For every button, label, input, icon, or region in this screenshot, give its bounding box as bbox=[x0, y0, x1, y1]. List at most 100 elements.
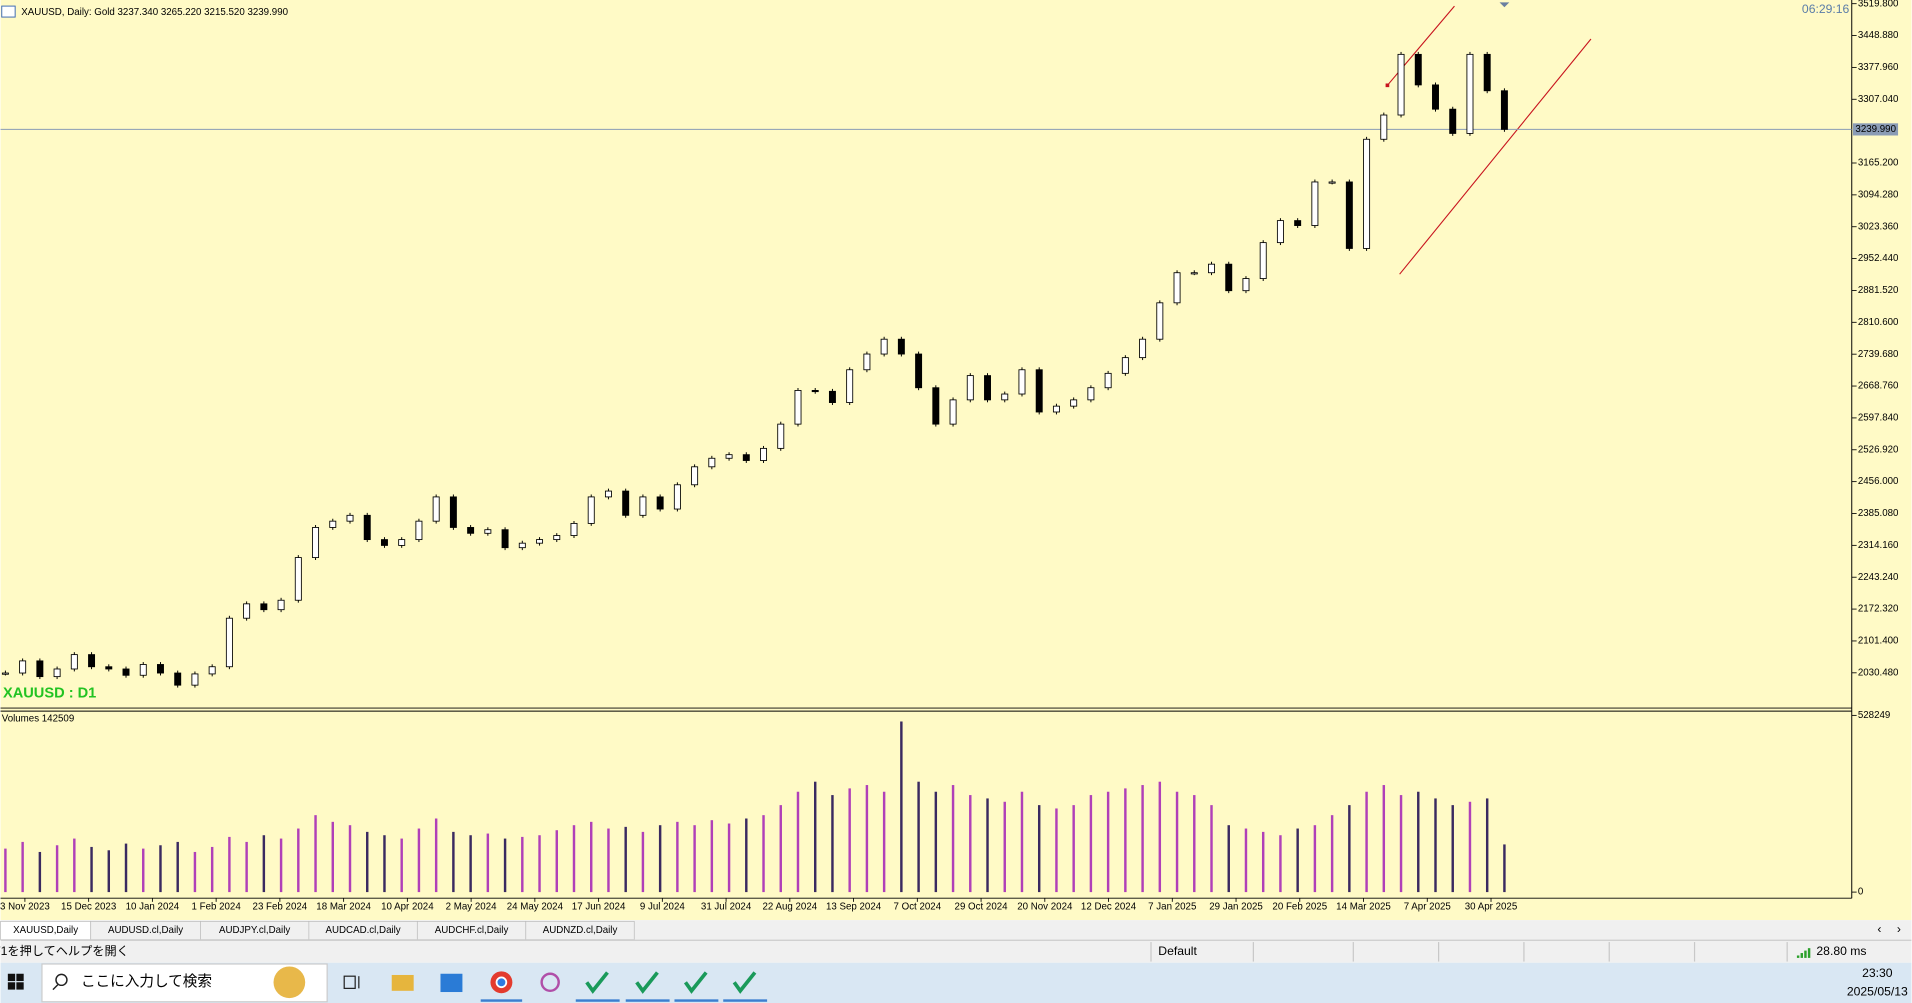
volume-bar bbox=[1279, 835, 1282, 893]
candle-body bbox=[915, 353, 923, 389]
candle-body bbox=[467, 527, 475, 534]
volume-bar bbox=[1141, 785, 1144, 893]
y-tick-label: 3307.040 bbox=[1858, 94, 1899, 105]
volume-bar bbox=[279, 838, 283, 893]
mt4-icon[interactable] bbox=[683, 971, 708, 994]
chart-background bbox=[0, 0, 1912, 921]
volume-bar bbox=[762, 815, 765, 893]
candle-body bbox=[1, 672, 9, 675]
candle-body bbox=[208, 666, 216, 675]
candle-body bbox=[1156, 302, 1164, 340]
candle-body bbox=[1070, 399, 1078, 407]
candle-body bbox=[1242, 278, 1250, 292]
volume-bar bbox=[1313, 825, 1317, 893]
taskview-icon[interactable] bbox=[343, 975, 360, 989]
volume-bar bbox=[503, 838, 507, 893]
candle-body bbox=[966, 375, 974, 401]
candle-body bbox=[1328, 181, 1336, 184]
x-tick-label: 17 Jun 2024 bbox=[572, 901, 626, 912]
volume-bar bbox=[848, 788, 851, 893]
active-indicator bbox=[674, 999, 719, 1002]
app-icon[interactable] bbox=[540, 972, 560, 993]
candle-body bbox=[1276, 220, 1284, 244]
y-tick-label: 2456.000 bbox=[1858, 476, 1899, 487]
volume-bar bbox=[348, 825, 352, 893]
volume-bar bbox=[1244, 828, 1248, 893]
y-tick-label: 2739.680 bbox=[1858, 349, 1899, 360]
candle-body bbox=[1466, 53, 1474, 134]
volume-bar bbox=[1451, 805, 1454, 893]
y-tick-label: 2243.240 bbox=[1858, 572, 1899, 583]
volume-bar bbox=[796, 791, 800, 893]
volume-bar bbox=[727, 823, 731, 893]
candle-body bbox=[346, 514, 354, 522]
x-tick-label: 29 Jan 2025 bbox=[1209, 901, 1263, 912]
y-tick-label: 2881.520 bbox=[1858, 285, 1899, 296]
candle-body bbox=[1001, 393, 1009, 401]
mt4-icon[interactable] bbox=[732, 971, 757, 994]
candle-body bbox=[1052, 405, 1060, 413]
candle-body bbox=[312, 527, 320, 558]
volume-bar bbox=[1485, 798, 1489, 893]
candle-body bbox=[363, 514, 371, 541]
volume-bar bbox=[1348, 805, 1351, 893]
y-tick-label: 2385.080 bbox=[1858, 508, 1899, 519]
y-tick-label: 3023.360 bbox=[1858, 221, 1899, 232]
volume-bar bbox=[366, 831, 369, 893]
x-tick-label: 18 Mar 2024 bbox=[316, 901, 371, 912]
app-icon[interactable] bbox=[440, 973, 463, 993]
tabs: XAUUSD,Daily AUDUSD.cl,Daily AUDJPY.cl,Dai… bbox=[0, 920, 635, 940]
volume-bar bbox=[969, 795, 972, 893]
mt4-icon[interactable] bbox=[585, 971, 609, 994]
start-button[interactable] bbox=[7, 973, 24, 990]
volume-title: Volumes 142509 bbox=[2, 714, 75, 725]
mt4-icon[interactable] bbox=[635, 971, 659, 994]
candle-body bbox=[157, 664, 164, 674]
x-tick-label: 7 Apr 2025 bbox=[1404, 901, 1451, 912]
candle-body bbox=[174, 672, 182, 686]
y-tick-label: 2314.160 bbox=[1858, 540, 1899, 551]
candle-body bbox=[1173, 272, 1181, 304]
candle-body bbox=[622, 490, 630, 516]
chart-title: XAUUSD, Daily: Gold 3237.340 3265.220 32… bbox=[21, 7, 288, 18]
volume-bar bbox=[159, 845, 162, 893]
x-tick-label: 30 Apr 2025 bbox=[1465, 901, 1518, 912]
candle-body bbox=[501, 529, 509, 549]
volume-bar bbox=[55, 845, 59, 893]
volume-bar bbox=[693, 825, 696, 893]
candle-body bbox=[277, 599, 285, 611]
candle-body bbox=[1500, 90, 1508, 130]
volume-bar bbox=[193, 851, 197, 893]
x-tick-label: 13 Sep 2024 bbox=[826, 901, 882, 912]
candle-body bbox=[828, 390, 836, 403]
volume-bar bbox=[865, 785, 869, 893]
trend-anchor bbox=[1385, 83, 1390, 88]
candle-body bbox=[398, 539, 406, 546]
bid-label: 3239.990 bbox=[1855, 124, 1896, 135]
explorer-icon[interactable] bbox=[391, 974, 414, 991]
x-tick-label: 23 Feb 2024 bbox=[253, 901, 308, 912]
tab-scroll[interactable]: ‹ bbox=[1877, 922, 1881, 936]
x-tick-label: 20 Nov 2024 bbox=[1017, 901, 1073, 912]
scroll-marker bbox=[1499, 2, 1510, 8]
y-tick-label: 3448.880 bbox=[1858, 30, 1899, 41]
candle-body bbox=[725, 454, 733, 459]
candle-body bbox=[432, 496, 440, 522]
candle-body bbox=[553, 535, 561, 541]
candle-body bbox=[484, 529, 492, 534]
candle-body bbox=[19, 660, 27, 674]
search-placeholder: ここに入力して検索 bbox=[81, 973, 212, 990]
y-tick-label: 3165.200 bbox=[1858, 158, 1899, 169]
volume-bar bbox=[228, 836, 231, 893]
candle-body bbox=[1294, 220, 1302, 226]
bid-label-bg bbox=[1852, 123, 1899, 136]
active-indicator bbox=[625, 999, 670, 1002]
candle-body bbox=[777, 423, 785, 449]
tab-label: AUDJPY.cl,Daily bbox=[219, 925, 290, 936]
tab-scroll[interactable]: › bbox=[1897, 922, 1901, 936]
candle-body bbox=[949, 399, 957, 425]
volume-bar bbox=[1468, 801, 1472, 893]
volume-bar bbox=[572, 825, 576, 893]
signal-icon bbox=[1796, 948, 1811, 958]
